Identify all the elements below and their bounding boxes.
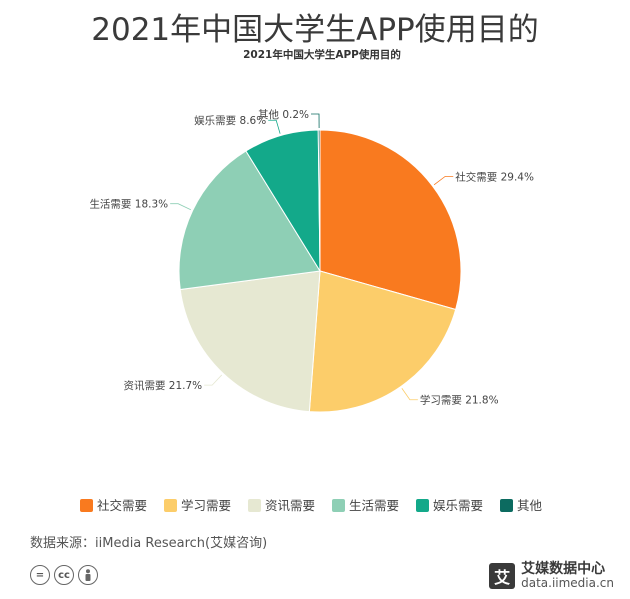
pie-slice-5 (317, 129, 321, 272)
legend-label-4: 娱乐需要 (433, 498, 483, 513)
brand-mark-icon: 艾 (489, 562, 516, 589)
leader-line-2 (204, 374, 223, 386)
slice-label-3: 生活需要 18.3% (89, 198, 168, 211)
leader-line-1 (401, 388, 418, 401)
chart-title: 2021年中国大学生APP使用目的 (243, 48, 401, 61)
data-source: 数据来源：iiMedia Research(艾媒咨询) (30, 536, 268, 551)
legend-swatch-0 (80, 499, 93, 512)
pie-chart: 2021年中国大学生APP使用目的 社交需要 29.4% 学习需要 21.8% 资讯… (80, 48, 543, 513)
legend-swatch-1 (164, 499, 177, 512)
brand-name: 艾媒数据中心 (521, 561, 606, 577)
person-icon (78, 565, 98, 585)
legend-label-0: 社交需要 (97, 498, 147, 513)
legend-label-3: 生活需要 (349, 498, 399, 513)
pie-slice-1 (308, 270, 457, 413)
legend-swatch-5 (500, 499, 513, 512)
slice-label-5: 其他 0.2% (258, 108, 309, 121)
slice-label-1: 学习需要 21.8% (420, 394, 499, 407)
brand-logo: 艾 艾媒数据中心 data.iimedia.cn (489, 562, 614, 589)
slice-label-2: 资讯需要 21.7% (123, 379, 202, 392)
leader-line-3 (170, 203, 191, 211)
page-title: 2021年中国大学生APP使用目的 (91, 12, 539, 48)
cc-icon: cc (54, 565, 74, 585)
pie-slice-0 (319, 129, 462, 311)
legend-label-1: 学习需要 (181, 498, 231, 513)
legend-swatch-3 (332, 499, 345, 512)
pie-slices (178, 129, 462, 413)
slice-label-4: 娱乐需要 8.6% (194, 114, 266, 127)
legend: 社交需要 学习需要 资讯需要 生活需要 娱乐需要 其他 (80, 498, 543, 513)
legend-swatch-4 (416, 499, 429, 512)
pie-slice-2 (179, 270, 321, 413)
equals-icon: = (30, 565, 50, 585)
legend-label-5: 其他 (517, 498, 543, 513)
license-icons: = cc (30, 565, 98, 585)
pie-slice-3 (178, 150, 321, 291)
legend-swatch-2 (248, 499, 261, 512)
leader-line-5 (311, 113, 320, 129)
leader-line-4 (268, 119, 281, 134)
leader-line-0 (433, 175, 454, 186)
brand-url: data.iimedia.cn (521, 575, 614, 590)
pie-labels: 社交需要 29.4% 学习需要 21.8% 资讯需要 21.7% 生活需要 18.3%… (89, 108, 534, 407)
slice-label-0: 社交需要 29.4% (455, 170, 534, 183)
legend-label-2: 资讯需要 (265, 498, 315, 513)
